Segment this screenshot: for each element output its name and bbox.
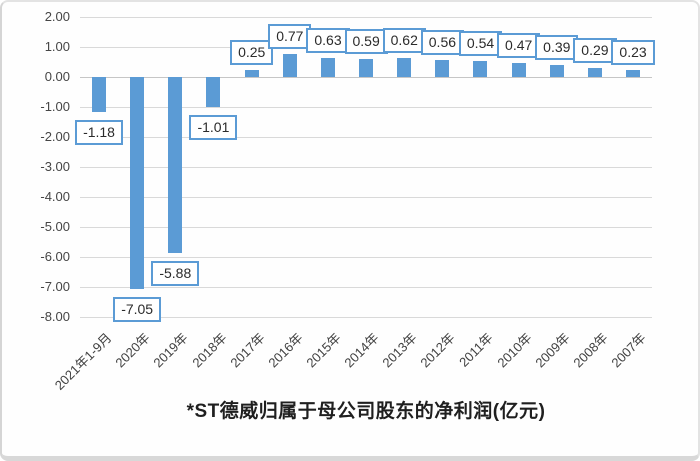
y-axis-tick-label: -8.00 xyxy=(40,309,70,324)
x-axis-tick-label: 2016年 xyxy=(265,330,306,371)
bar-2013年 xyxy=(397,58,412,77)
data-label-box: 0.25 xyxy=(230,39,274,65)
gridline xyxy=(80,77,652,78)
bar-chart: *ST德威归属于母公司股东的净利润(亿元) 2.00 1.00 0.00 -1.00-… xyxy=(2,2,698,456)
gridline xyxy=(80,17,652,18)
bar-2015年 xyxy=(320,58,335,77)
data-label-box: 0.62 xyxy=(382,28,426,54)
gridline xyxy=(80,137,652,138)
y-axis-tick-label: 0.00 xyxy=(44,69,70,84)
x-axis-tick-label: 2017年 xyxy=(227,330,268,371)
y-axis-tick-label: -2.00 xyxy=(40,129,70,144)
bar-2016年 xyxy=(282,53,297,77)
x-axis-tick-label: 2011年 xyxy=(456,330,497,370)
y-axis-tick-label: -3.00 xyxy=(40,159,70,174)
data-label-box: 0.77 xyxy=(268,23,312,49)
gridline xyxy=(80,257,652,258)
gridline xyxy=(80,287,652,288)
bar-2014年 xyxy=(359,59,373,77)
gridline xyxy=(80,167,652,168)
data-label-box: 0.29 xyxy=(573,38,617,64)
y-axis-tick-label: 1.00 xyxy=(44,39,70,54)
data-label-box: 0.47 xyxy=(497,32,541,58)
bar-2018年 xyxy=(206,77,221,108)
x-axis-tick-label: 2007年 xyxy=(608,330,649,371)
gridline xyxy=(80,197,652,198)
y-axis-tick-label: -7.00 xyxy=(40,279,70,294)
x-axis-tick-label: 2008年 xyxy=(570,330,611,371)
data-label-box: -7.05 xyxy=(113,296,162,322)
chart-title: *ST德威归属于母公司股东的净利润(亿元) xyxy=(186,401,546,422)
x-axis-tick-label: 2009年 xyxy=(532,330,573,371)
bar-2019年 xyxy=(168,77,183,254)
data-label-box: 0.63 xyxy=(306,28,350,54)
bar-2012年 xyxy=(435,60,450,77)
gridline xyxy=(80,107,652,108)
data-label-box: -1.01 xyxy=(189,115,238,141)
bar-2011年 xyxy=(473,60,488,77)
x-axis-tick-label: 2018年 xyxy=(188,330,230,371)
x-axis-tick-label: 2019年 xyxy=(150,330,192,371)
y-axis-tick-label: -4.00 xyxy=(40,189,70,204)
bar-2020年 xyxy=(130,77,145,289)
data-label-box: -1.18 xyxy=(75,120,123,146)
x-axis-tick-label: 2015年 xyxy=(303,330,344,371)
data-label-box: 0.54 xyxy=(458,30,503,56)
x-axis-tick-label: 2012年 xyxy=(417,330,459,371)
y-axis-tick-label: -5.00 xyxy=(40,219,70,234)
bar-2009年 xyxy=(549,65,564,77)
bar-2021年1-9月 xyxy=(92,77,107,113)
data-label-box: 0.59 xyxy=(344,29,388,55)
x-axis-tick-label: 2010年 xyxy=(494,330,535,371)
data-label-box: 0.39 xyxy=(535,35,579,61)
x-axis-tick-label: 2021年1-9月 xyxy=(52,330,115,393)
x-axis-tick-label: 2013年 xyxy=(379,330,420,371)
y-axis-tick-label: -1.00 xyxy=(40,99,70,114)
gridline xyxy=(80,227,652,228)
x-axis-tick-label: 2020年 xyxy=(112,330,153,371)
data-label-box: 0.23 xyxy=(611,40,655,66)
data-label-box: -5.88 xyxy=(151,261,200,287)
data-label-box: 0.56 xyxy=(420,30,465,56)
y-axis-tick-label: 2.00 xyxy=(44,9,70,24)
bar-2010年 xyxy=(511,62,526,77)
y-axis-tick-label: -6.00 xyxy=(40,249,70,264)
bar-2017年 xyxy=(244,69,259,77)
bar-2008年 xyxy=(587,68,602,77)
gridline xyxy=(80,317,652,318)
x-axis-tick-label: 2014年 xyxy=(341,330,382,371)
bar-2007年 xyxy=(625,70,640,77)
